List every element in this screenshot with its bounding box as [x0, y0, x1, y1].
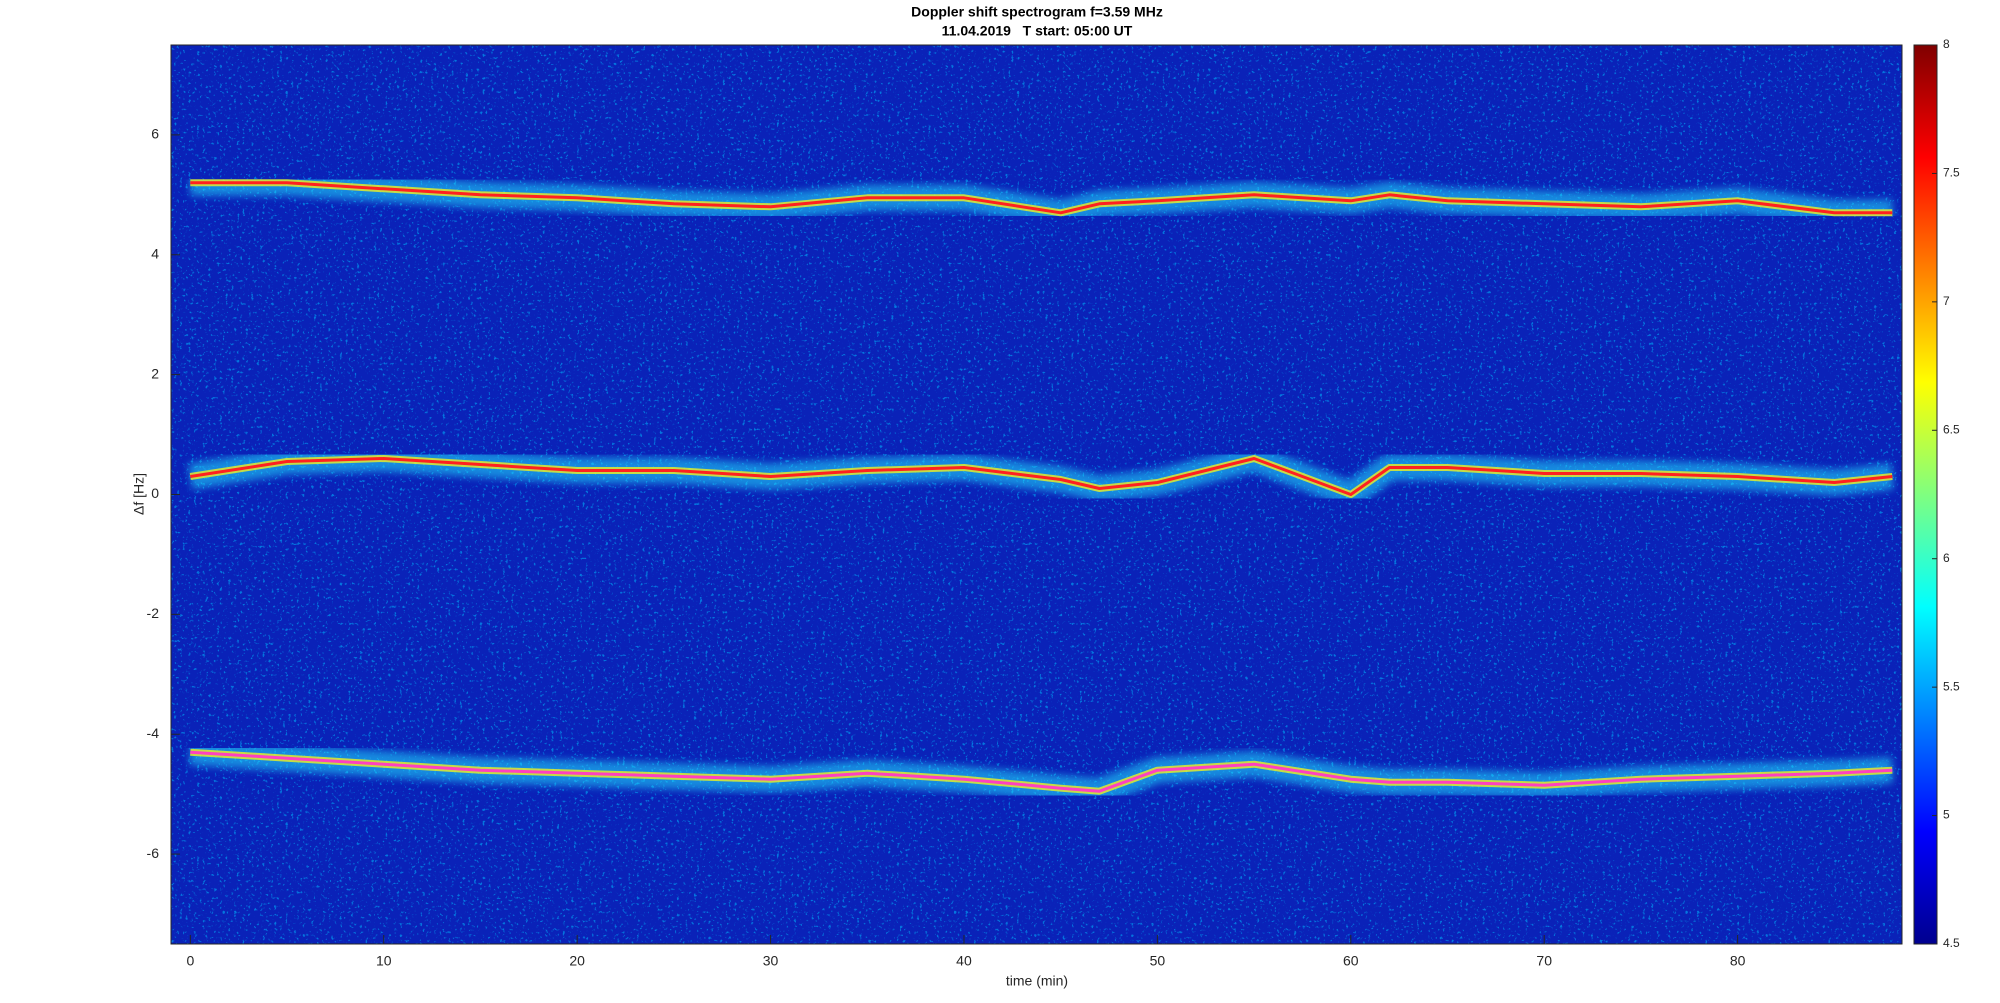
y-axis-label: Δf [Hz]: [131, 473, 147, 515]
colorbar-tick-label: 6: [1943, 551, 1950, 565]
colorbar-tick-label: 4.5: [1943, 936, 1960, 950]
chart-title: Doppler shift spectrogram f=3.59 MHz: [911, 4, 1163, 20]
y-tick-label: -2: [147, 605, 160, 621]
traces: [188, 169, 1894, 805]
x-tick-label: 20: [569, 953, 585, 969]
colorbar-tick-label: 7.5: [1943, 166, 1960, 180]
trace-line: [190, 750, 1893, 793]
colorbar-tick-label: 5.5: [1943, 679, 1960, 693]
x-tick-label: 80: [1730, 953, 1746, 969]
y-tick-label: 6: [151, 126, 159, 142]
colorbar-tick-label: 6.5: [1943, 422, 1960, 436]
x-tick-label: 30: [763, 953, 779, 969]
chart-subtitle: 11.04.2019 T start: 05:00 UT: [942, 23, 1133, 39]
x-tick-label: 60: [1343, 953, 1359, 969]
trace-line: [190, 181, 1893, 215]
x-tick-label: 10: [376, 953, 392, 969]
y-tick-label: -4: [147, 725, 160, 741]
x-tick-label: 0: [186, 953, 194, 969]
colorbar-tick-label: 8: [1943, 37, 1950, 51]
y-tick-label: 2: [151, 365, 159, 381]
colorbar: [1913, 44, 1938, 945]
x-tick-label: 70: [1536, 953, 1552, 969]
x-tick-label: 50: [1150, 953, 1166, 969]
y-tick-label: -6: [147, 845, 160, 861]
y-tick-label: 0: [151, 485, 159, 501]
colorbar-tick-label: 7: [1943, 294, 1950, 308]
y-tick-label: 4: [151, 245, 159, 261]
trace-line: [190, 457, 1893, 496]
x-axis-label: time (min): [1006, 973, 1068, 989]
colorbar-tick-label: 5: [1943, 808, 1950, 822]
x-tick-label: 40: [956, 953, 972, 969]
